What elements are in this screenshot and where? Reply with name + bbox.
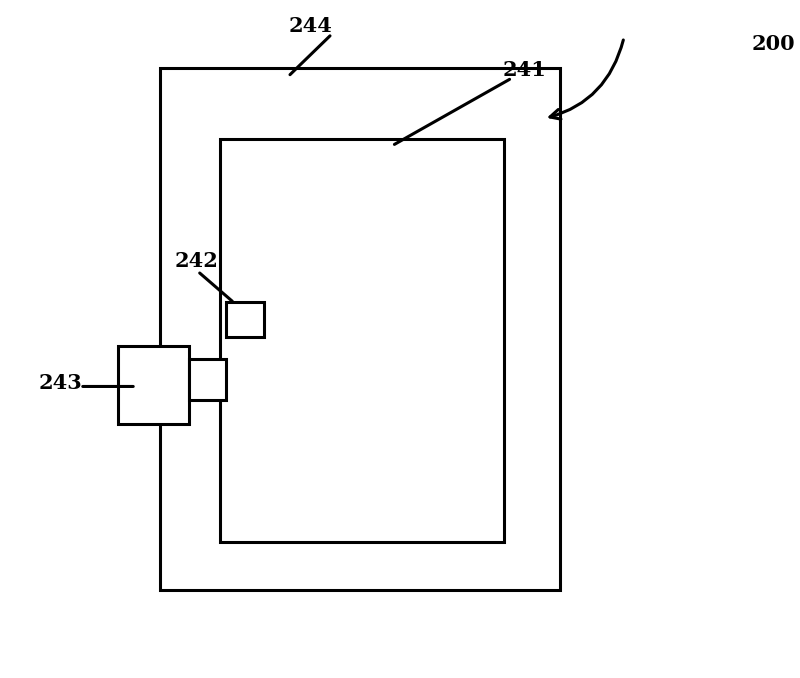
Bar: [118, 346, 189, 424]
FancyBboxPatch shape: [160, 68, 560, 590]
Text: 241: 241: [502, 60, 546, 80]
Text: 200: 200: [752, 34, 796, 54]
FancyBboxPatch shape: [220, 139, 504, 542]
Text: 244: 244: [289, 16, 332, 36]
Text: 243: 243: [38, 373, 82, 393]
Bar: [226, 302, 264, 337]
Text: 242: 242: [174, 251, 218, 271]
Bar: [189, 359, 226, 400]
